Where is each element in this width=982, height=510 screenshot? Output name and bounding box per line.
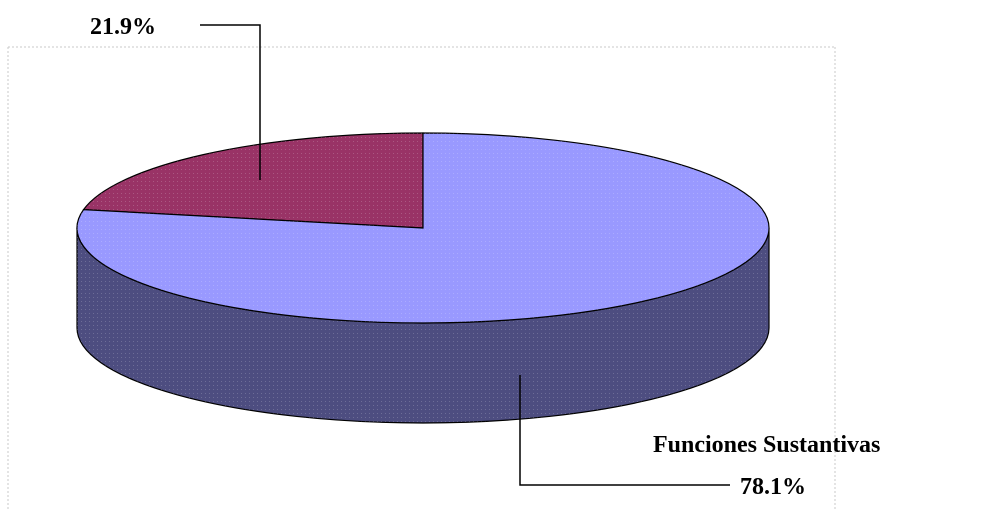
slice-2-percent-label: 78.1% [740, 474, 806, 500]
slice-1-percent-label: 21.9% [90, 14, 156, 40]
pie-slice-2-texture [76, 133, 769, 324]
slice-2-name-label: Funciones Sustantivas [653, 432, 880, 458]
leader-line-slice-1 [200, 24, 261, 180]
pie-side-texture [77, 228, 769, 423]
plot-area-frame [7, 46, 836, 510]
pie-slices [76, 132, 770, 324]
pie-slice-1-texture [83, 133, 423, 228]
leader-line-slice-2 [519, 375, 730, 486]
